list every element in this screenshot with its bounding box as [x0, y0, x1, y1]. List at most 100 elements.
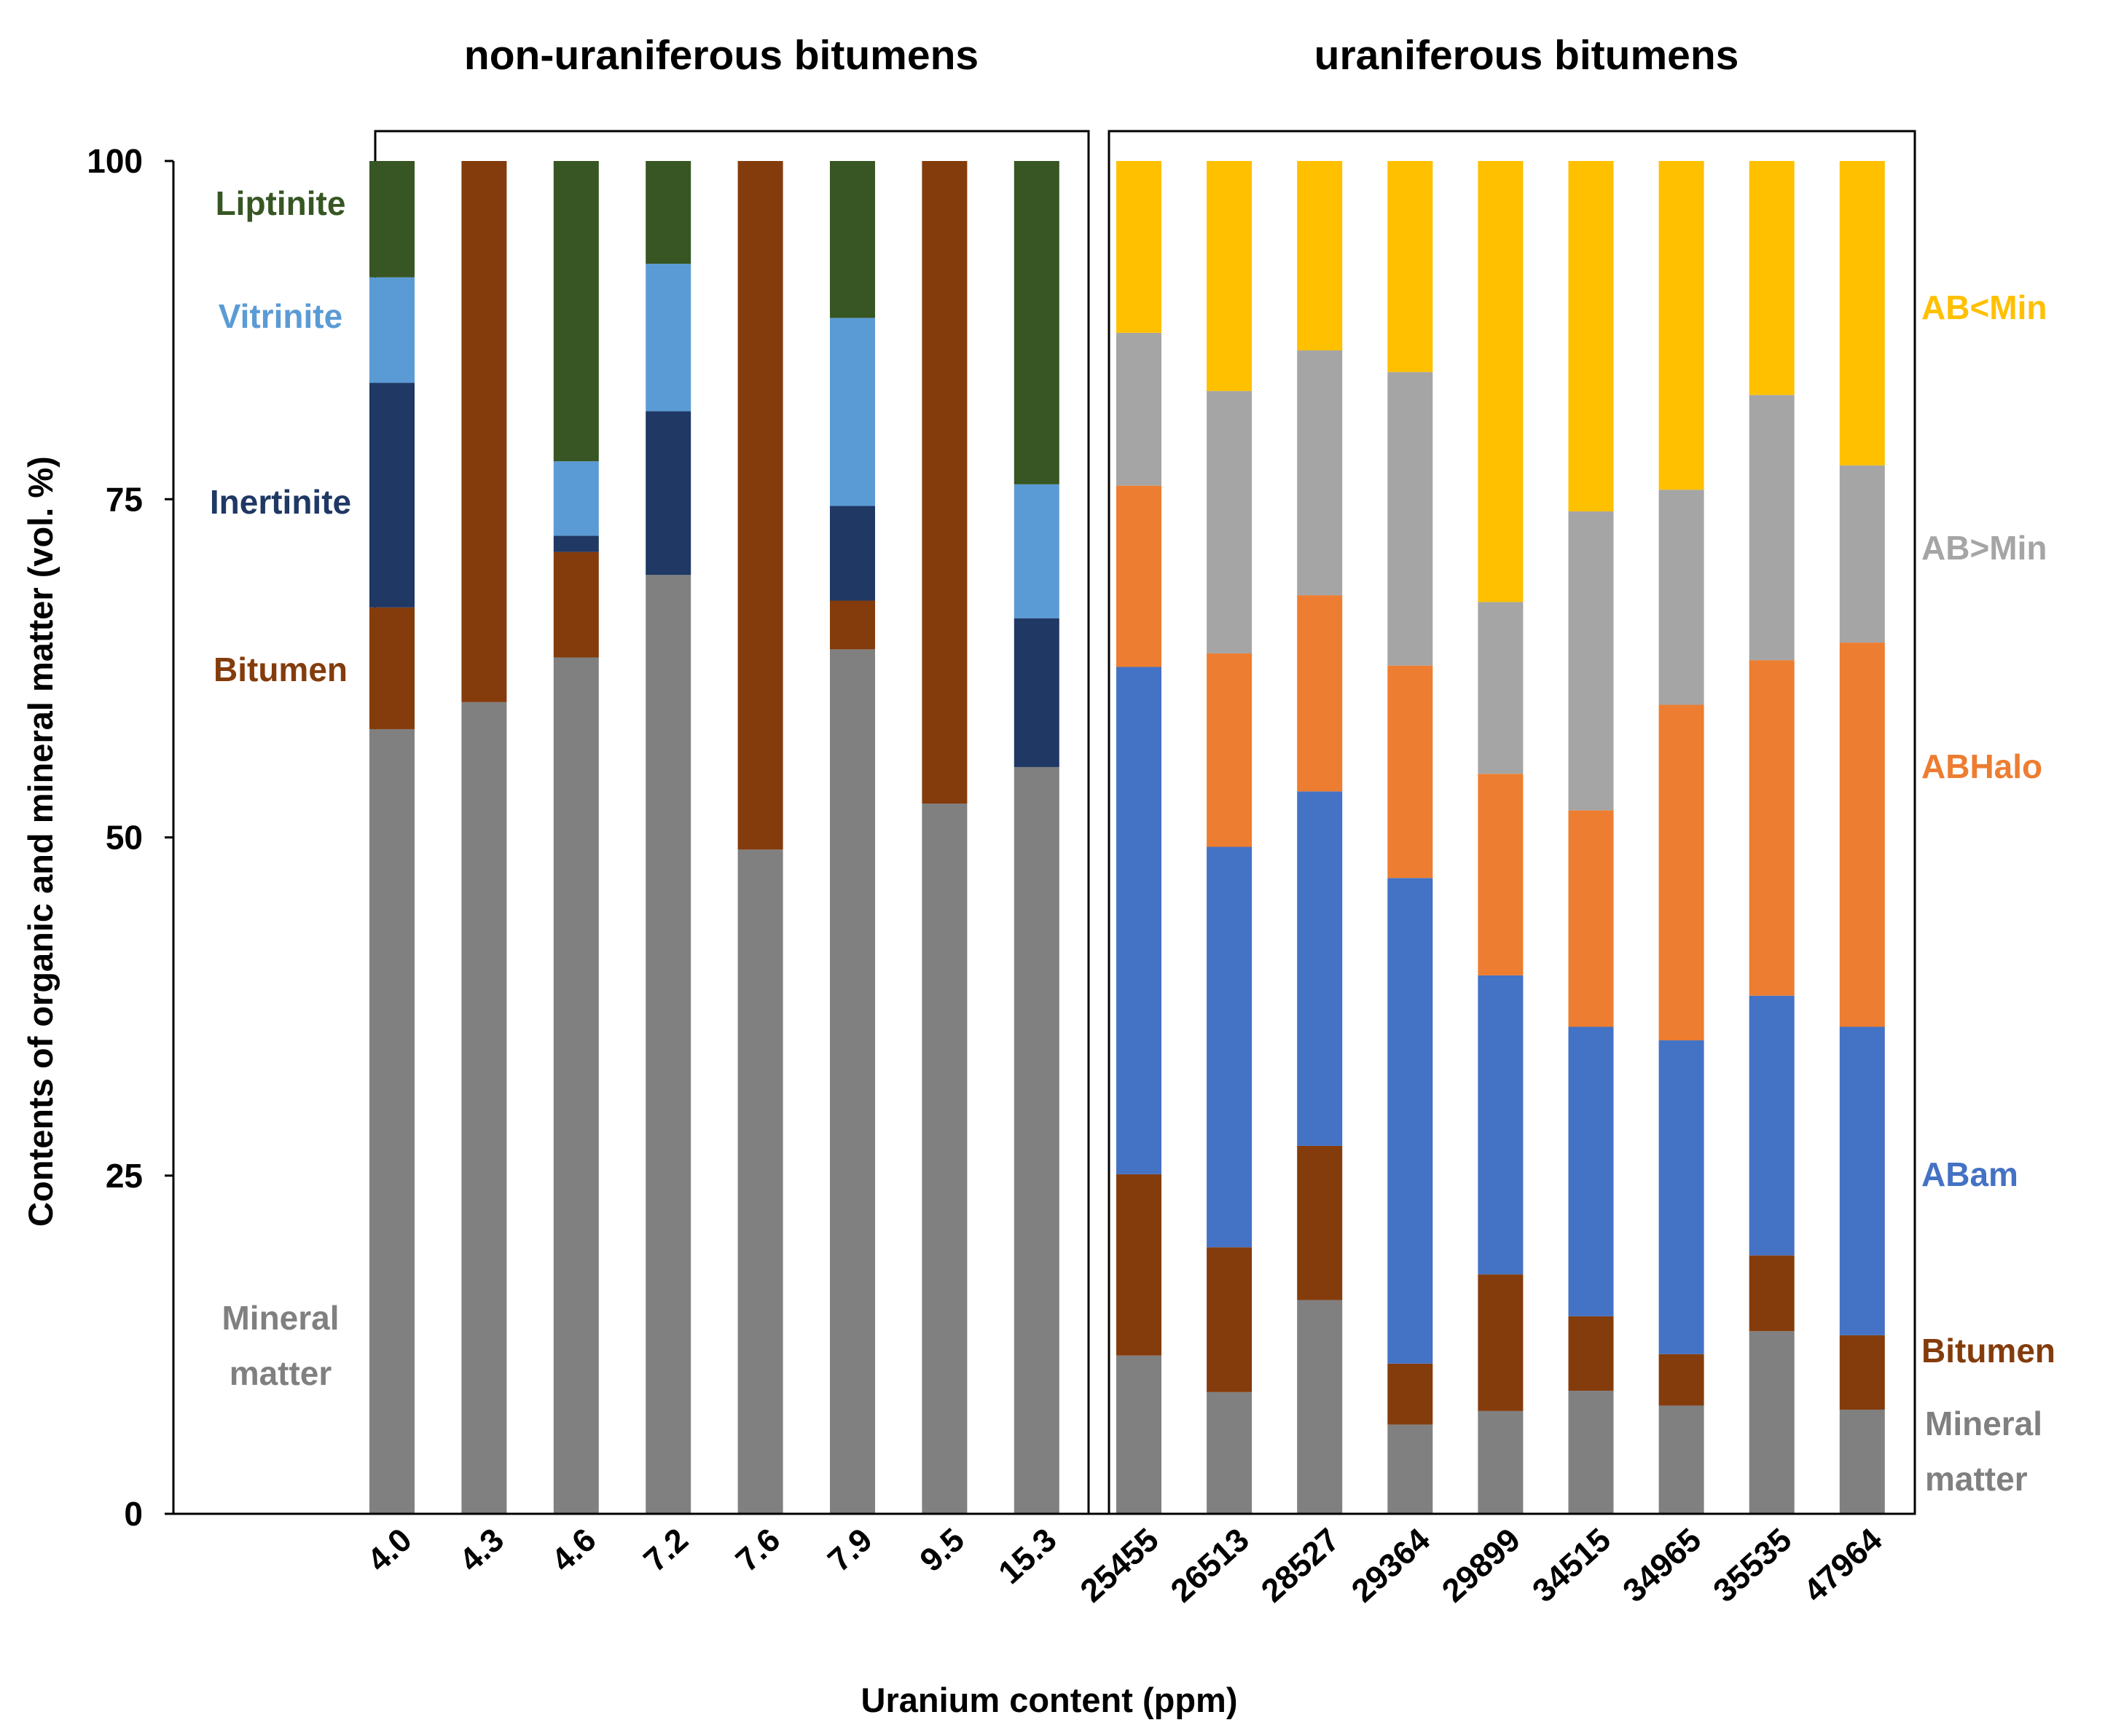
bar-segment-abhalo-34965: [1658, 704, 1704, 1041]
bar-segment-ab_gt_min-28527: [1297, 350, 1343, 596]
bar-segment-ab_gt_min-47964: [1839, 465, 1885, 643]
bar-segment-ab_lt_min-47964: [1839, 161, 1885, 466]
bar-segment-vitrinite-7.9: [830, 318, 875, 506]
bar-segment-abam-29364: [1387, 878, 1433, 1364]
x-tick-label: 29899: [1435, 1521, 1527, 1610]
bar-segment-mineral_matter-4.0: [369, 728, 415, 1515]
bar-segment-mineral_matter-25455: [1116, 1355, 1161, 1514]
bar-segment-bitumen-7.9: [830, 600, 875, 650]
bar-segment-ab_gt_min-34515: [1568, 511, 1614, 811]
bar-segment-ab_lt_min-25455: [1116, 161, 1161, 333]
x-tick-label: 28527: [1254, 1521, 1347, 1610]
x-tick-label: 26513: [1164, 1521, 1256, 1610]
legend-label-bitumen: Bitumen: [1921, 1332, 2055, 1370]
x-tick-label: 29364: [1344, 1521, 1437, 1610]
legend-label-mineral_matter: Mineral matter: [1925, 1405, 2042, 1498]
x-tick-label: 9.5: [912, 1521, 971, 1579]
bar-segment-abam-28527: [1297, 791, 1343, 1146]
group-title-non-uraniferous: non-uraniferous bitumens: [464, 32, 979, 79]
bar-segment-ab_lt_min-34515: [1568, 161, 1614, 511]
bar-segment-abhalo-26513: [1207, 653, 1253, 847]
x-tick-label: 4.6: [544, 1521, 603, 1579]
bar-segment-bitumen-26513: [1207, 1247, 1253, 1392]
x-tick-labels: 4.0 4.3 4.6 7.2 7.6 7.9 9.5 15.3 254552651328527…: [360, 1521, 1889, 1610]
group-title-uraniferous: uraniferous bitumens: [1314, 32, 1739, 79]
legend-label-liptinite: Liptinite: [216, 184, 346, 222]
bar-segment-abhalo-47964: [1839, 643, 1885, 1027]
titles: non-uraniferous bitumens uraniferous bit…: [21, 32, 1739, 1719]
bar-segment-bitumen-4.0: [369, 607, 415, 729]
bar-segment-mineral_matter-7.9: [830, 649, 875, 1515]
bar-segment-mineral_matter-35535: [1749, 1331, 1795, 1514]
y-tick-label: 25: [106, 1157, 143, 1195]
bar-segment-bitumen-34965: [1658, 1354, 1704, 1406]
x-tick-label: 25455: [1073, 1521, 1166, 1610]
legends: Liptinite Vitrinite Inertinite Bitumen Miner…: [210, 184, 2055, 1498]
bar-segment-abhalo-29899: [1478, 774, 1524, 975]
bar-segment-abam-35535: [1749, 995, 1795, 1256]
legend-label-abhalo: ABHalo: [1921, 747, 2042, 785]
bar-segment-mineral_matter-4.3: [461, 702, 507, 1514]
y-tick-labels: 0 25 50 75 100: [87, 142, 143, 1533]
legend-label-ab_gt_min: AB>Min: [1921, 529, 2047, 567]
bar-segment-bitumen-34515: [1568, 1316, 1614, 1391]
bar-segment-abhalo-25455: [1116, 485, 1161, 667]
bar-segment-ab_lt_min-35535: [1749, 161, 1795, 396]
x-tick-label: 7.2: [636, 1521, 695, 1579]
bar-segment-mineral_matter-9.5: [922, 804, 968, 1514]
bar-segment-mineral_matter-34515: [1568, 1391, 1614, 1514]
bar-segment-inertinite-7.2: [646, 411, 691, 576]
bar-segment-mineral_matter-4.6: [553, 657, 599, 1514]
bar-segment-ab_lt_min-29364: [1387, 161, 1433, 372]
bar-segment-bitumen-29364: [1387, 1363, 1433, 1425]
bar-segment-abhalo-29364: [1387, 665, 1433, 879]
bar-segment-inertinite-4.0: [369, 382, 415, 608]
legend-label-ab_lt_min: AB<Min: [1921, 288, 2047, 326]
bar-segment-abam-25455: [1116, 667, 1161, 1174]
bar-segment-mineral_matter-47964: [1839, 1410, 1885, 1514]
bar-segment-abam-26513: [1207, 847, 1253, 1248]
bar-segment-bitumen-4.3: [461, 161, 507, 702]
bar-segment-ab_gt_min-35535: [1749, 395, 1795, 661]
bar-segment-bitumen-28527: [1297, 1145, 1343, 1300]
bar-segment-ab_gt_min-29899: [1478, 602, 1524, 774]
bar-segment-abam-34965: [1658, 1040, 1704, 1354]
bar-segment-ab_gt_min-34965: [1658, 490, 1704, 705]
bar-segment-liptinite-4.0: [369, 161, 415, 278]
bar-segment-mineral_matter-28527: [1297, 1300, 1343, 1514]
bar-segment-ab_gt_min-29364: [1387, 372, 1433, 666]
x-axis-title: Uranium content (ppm): [861, 1681, 1238, 1719]
bar-segment-vitrinite-4.0: [369, 277, 415, 383]
x-tick-label: 35535: [1706, 1521, 1798, 1610]
y-tick-label: 0: [124, 1495, 143, 1533]
bar-segment-abam-47964: [1839, 1026, 1885, 1335]
bar-segment-vitrinite-4.6: [553, 461, 599, 536]
axes: [165, 160, 1915, 1515]
x-tick-label: 34965: [1615, 1521, 1708, 1610]
bar-segment-vitrinite-15.3: [1014, 484, 1059, 618]
bar-segment-mineral_matter-7.2: [646, 575, 691, 1515]
bar-segment-inertinite-7.9: [830, 506, 875, 601]
bar-segment-ab_lt_min-26513: [1207, 161, 1253, 391]
bar-segment-bitumen-7.6: [737, 161, 783, 850]
bar-segment-liptinite-7.2: [646, 161, 691, 264]
bar-segment-bitumen-25455: [1116, 1174, 1161, 1356]
y-axis-title: Contents of organic and mineral matter (…: [21, 456, 60, 1227]
bar-segment-inertinite-15.3: [1014, 618, 1059, 767]
x-tick-label: 47964: [1796, 1521, 1889, 1610]
bar-segment-liptinite-15.3: [1014, 161, 1059, 484]
bar-segment-bitumen-35535: [1749, 1255, 1795, 1332]
x-tick-label: 15.3: [991, 1521, 1063, 1592]
legend-label-bitumen: Bitumen: [213, 651, 348, 688]
bar-segment-mineral_matter-26513: [1207, 1391, 1253, 1514]
legend-label-mineral_matter: Mineral matter: [222, 1299, 339, 1392]
bar-segment-abhalo-28527: [1297, 595, 1343, 792]
bar-segment-ab_lt_min-29899: [1478, 161, 1524, 602]
bar-segment-ab_lt_min-34965: [1658, 161, 1704, 490]
bar-segment-ab_gt_min-25455: [1116, 332, 1161, 486]
bar-segment-bitumen-29899: [1478, 1274, 1524, 1411]
bar-segment-bitumen-9.5: [922, 161, 968, 804]
y-tick-label: 75: [106, 480, 143, 518]
bar-segment-ab_gt_min-26513: [1207, 390, 1253, 653]
